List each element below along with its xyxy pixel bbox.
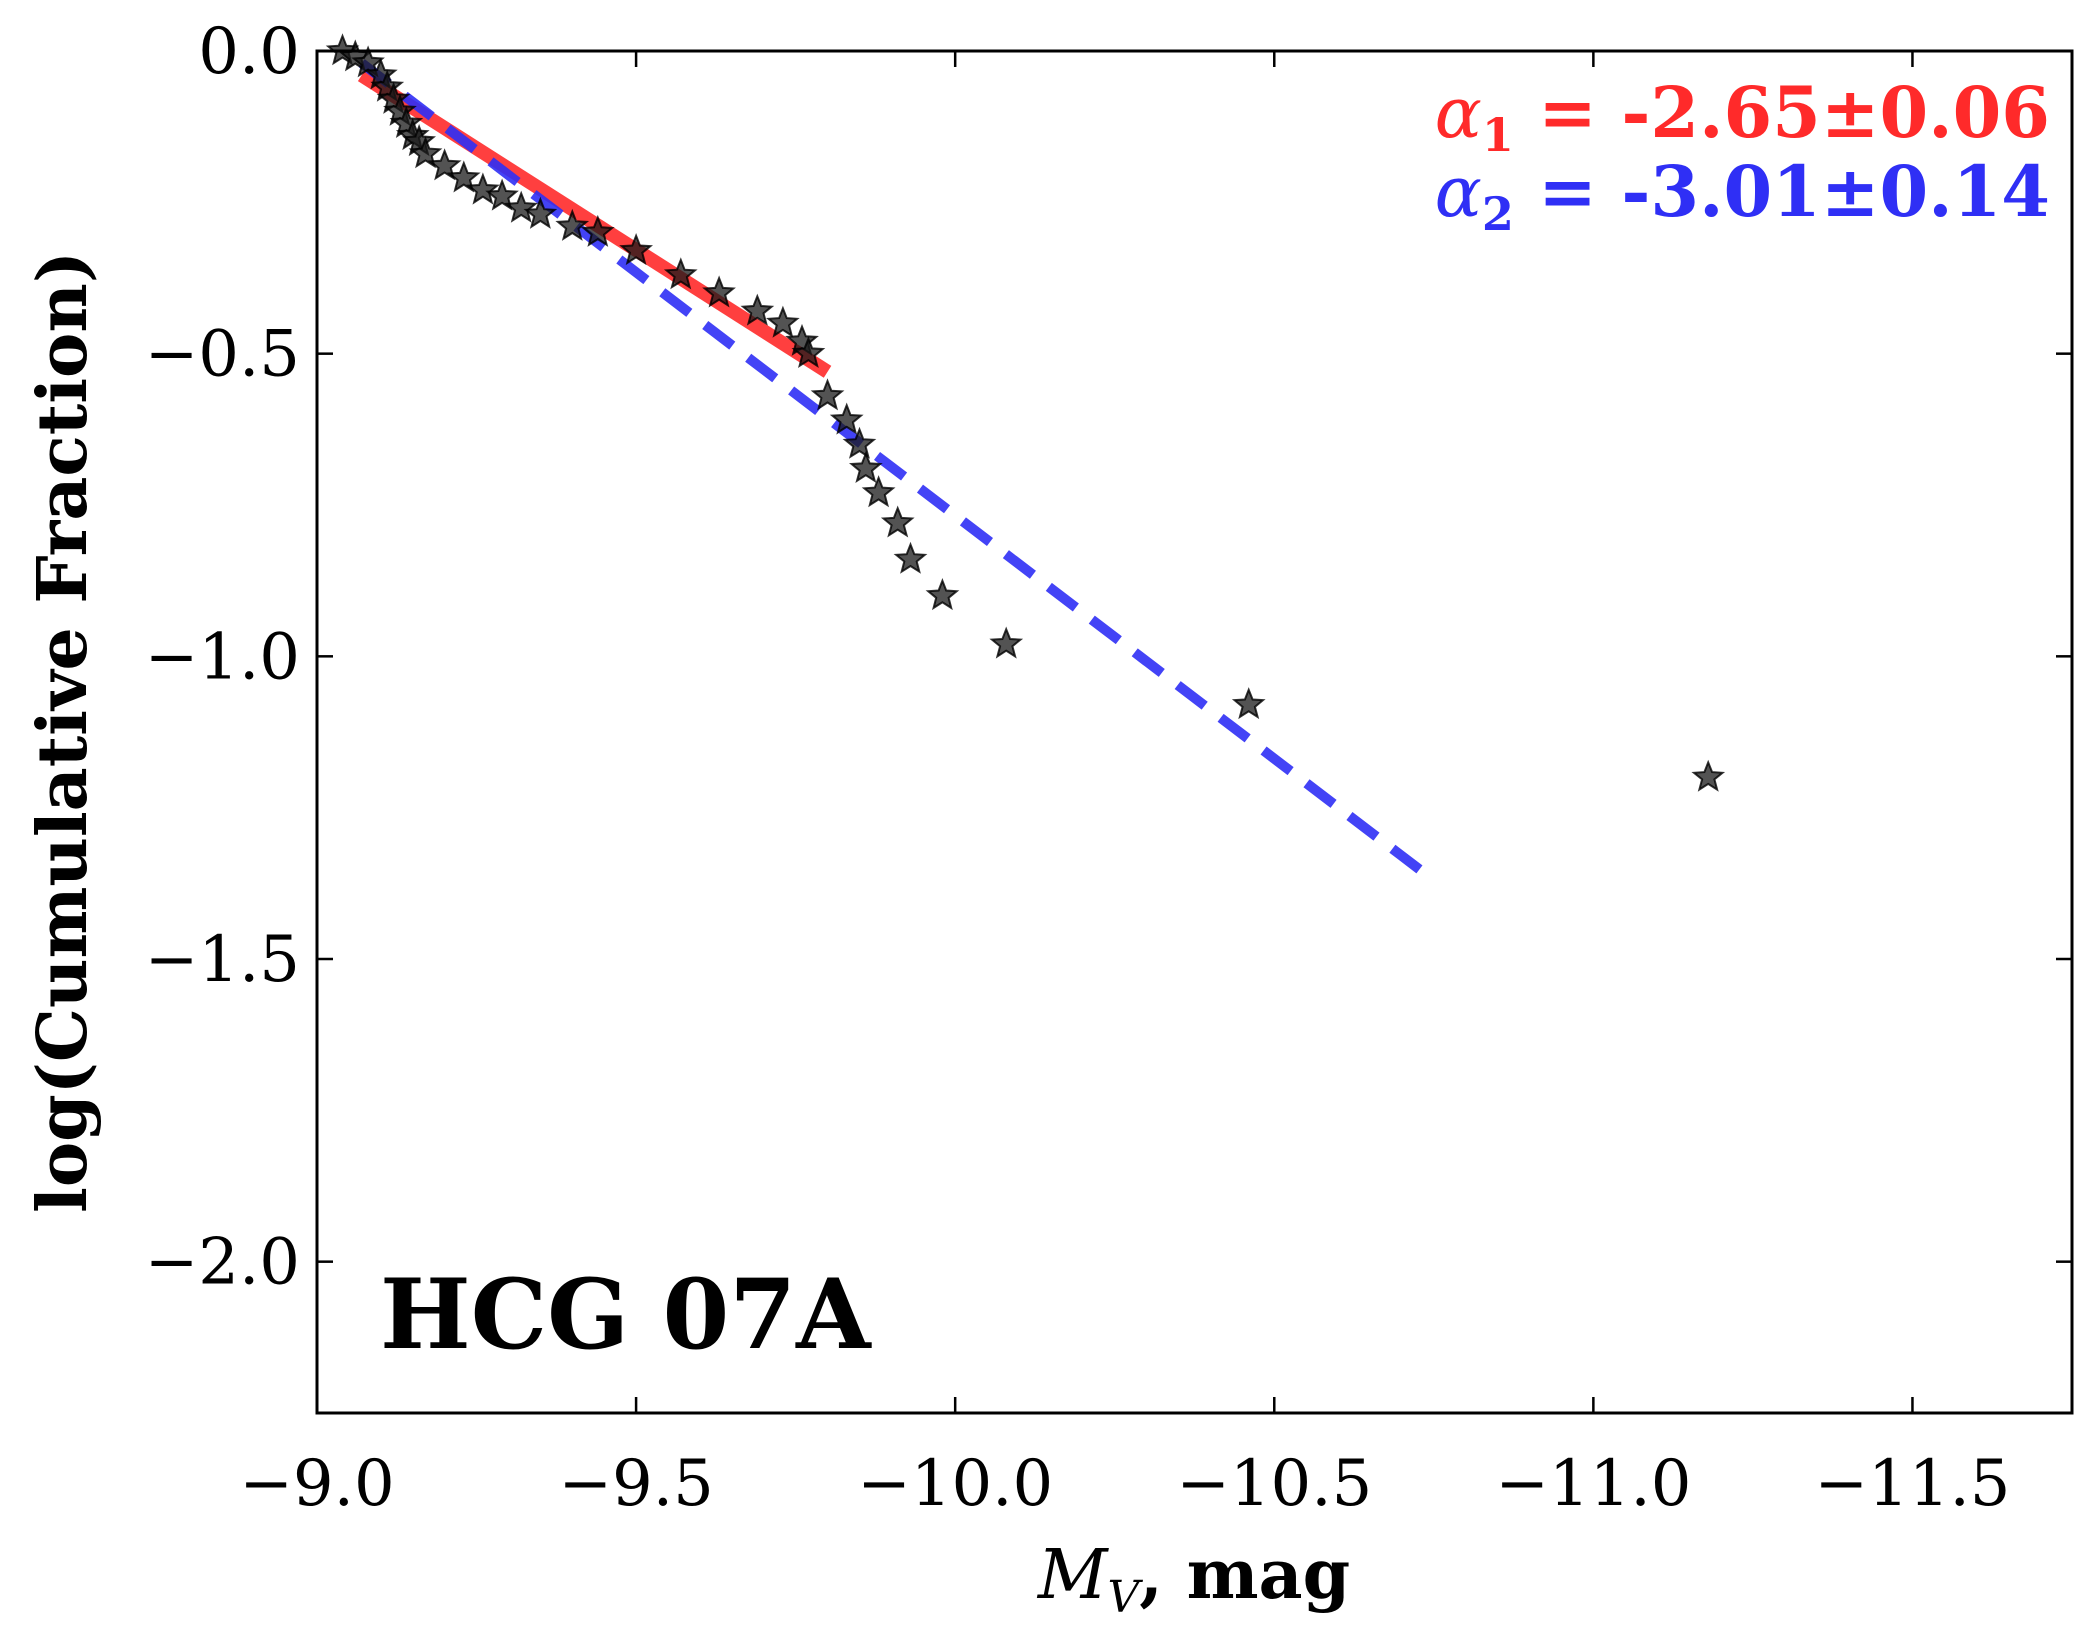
y-tick-label: −1.5: [145, 923, 300, 997]
x-axis-title: MV, mag: [1036, 1535, 1350, 1623]
data-point: [523, 196, 558, 229]
data-point: [791, 335, 826, 369]
plot-marks: [325, 33, 1726, 885]
y-tick-label: 0.0: [198, 15, 300, 89]
data-point: [765, 305, 800, 338]
panel-label: HCG 07A: [380, 1258, 872, 1371]
y-tick-label: −2.0: [145, 1226, 300, 1300]
x-tick-label: −11.5: [1814, 1447, 2010, 1521]
data-point: [485, 178, 519, 211]
x-tick-label: −10.0: [857, 1447, 1053, 1521]
data-point: [466, 172, 500, 205]
data-point: [446, 160, 481, 193]
data-point: [427, 148, 462, 181]
x-tick-label: −10.5: [1176, 1447, 1372, 1521]
data-point: [893, 541, 928, 574]
data-point: [580, 214, 615, 247]
x-tick-label: −11.0: [1495, 1447, 1691, 1521]
y-tick-label: −0.5: [145, 318, 300, 392]
data-point: [1231, 687, 1266, 720]
x-tick-label: −9.5: [558, 1447, 713, 1521]
y-axis-title: log(Cumulative Fraction): [23, 251, 103, 1213]
data-point: [829, 402, 864, 435]
data-point: [880, 505, 915, 538]
data-point: [619, 233, 654, 266]
data-point: [555, 208, 590, 241]
axis-ticks: −9.0 −9.5 −10.0 −10.5 −11.0 −11.5 0.0 −0.5 −1.0 −…: [145, 15, 2072, 1521]
data-point: [989, 626, 1024, 659]
fit-label-alpha1: α1 = -2.65±0.06: [1435, 71, 2050, 162]
data-point: [810, 378, 845, 411]
fit-label-alpha2: α2 = -3.01±0.14: [1435, 150, 2050, 241]
y-tick-label: −1.0: [145, 620, 300, 694]
data-point: [925, 578, 960, 611]
x-tick-label: −9.0: [239, 1447, 394, 1521]
data-point: [504, 190, 539, 223]
data-point: [861, 475, 896, 508]
data-point: [842, 426, 877, 459]
data-point: [663, 257, 698, 290]
data-point: [740, 293, 775, 326]
data-point: [849, 450, 883, 484]
plot-frame: [315, 49, 2074, 1415]
data-point: [1691, 759, 1726, 792]
data-point: [702, 275, 736, 308]
data-point: [408, 136, 443, 169]
